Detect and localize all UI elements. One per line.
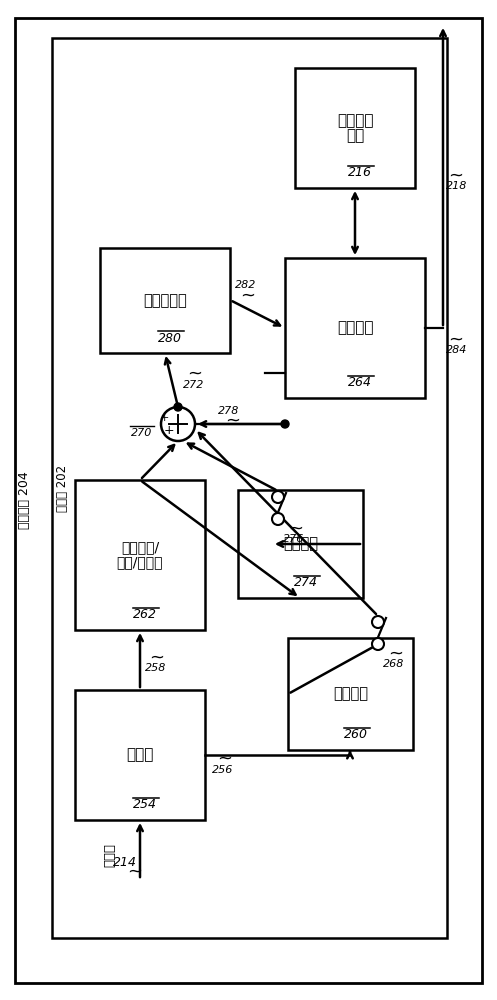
Text: +: + [160, 413, 168, 423]
Text: 270: 270 [131, 428, 153, 438]
Bar [288, 638, 413, 750]
Text: ~: ~ [218, 750, 233, 768]
Text: 214: 214 [113, 856, 137, 868]
Text: 逆（变换/: 逆（变换/ [121, 540, 159, 554]
Text: ~: ~ [226, 412, 241, 430]
Text: 缩放/量化）: 缩放/量化） [117, 556, 163, 570]
Text: 268: 268 [383, 659, 405, 669]
Text: ~: ~ [448, 331, 464, 349]
Text: 254: 254 [133, 798, 157, 812]
Text: ~: ~ [448, 167, 464, 185]
Bar [52, 38, 447, 938]
Bar [285, 258, 425, 398]
Bar [75, 480, 205, 630]
Text: 284: 284 [446, 345, 467, 355]
Bar [100, 248, 230, 353]
Circle shape [272, 513, 284, 525]
Text: 跟踪: 跟踪 [346, 128, 364, 143]
Text: 278: 278 [218, 406, 240, 416]
Text: 运动补偿: 运动补偿 [333, 686, 368, 702]
Text: 帧内预测: 帧内预测 [283, 536, 318, 552]
Circle shape [272, 491, 284, 503]
Text: 262: 262 [133, 608, 157, 621]
Text: 熵解码: 熵解码 [126, 748, 154, 762]
Text: 274: 274 [294, 576, 318, 589]
Text: 电子设备 204: 电子设备 204 [17, 472, 30, 529]
Circle shape [281, 420, 289, 428]
Bar [238, 490, 363, 598]
Bar [75, 690, 205, 820]
Text: 参考画面: 参考画面 [337, 113, 373, 128]
Text: 256: 256 [212, 765, 234, 775]
Text: ~: ~ [288, 520, 304, 538]
Text: ~: ~ [187, 365, 202, 383]
Circle shape [174, 403, 182, 411]
Text: 帧存储器: 帧存储器 [337, 320, 373, 336]
Text: 比特流: 比特流 [103, 843, 116, 867]
Text: ~: ~ [241, 287, 255, 305]
Text: 解码器 202: 解码器 202 [56, 464, 69, 512]
Circle shape [161, 407, 195, 441]
Text: 260: 260 [343, 728, 367, 742]
Text: 218: 218 [446, 181, 467, 191]
Text: 去块滤波器: 去块滤波器 [143, 293, 187, 308]
Text: ~: ~ [150, 649, 165, 667]
Text: 258: 258 [145, 663, 166, 673]
Circle shape [372, 638, 384, 650]
Text: 216: 216 [348, 166, 372, 180]
Bar [295, 68, 415, 188]
Circle shape [372, 616, 384, 628]
Text: 282: 282 [235, 280, 256, 290]
Text: 276: 276 [283, 534, 304, 544]
Text: ~: ~ [128, 863, 143, 881]
Text: 272: 272 [183, 380, 204, 390]
Text: 264: 264 [348, 376, 372, 389]
Text: 280: 280 [158, 332, 182, 344]
Text: +: + [164, 424, 174, 436]
Text: ~: ~ [389, 645, 404, 663]
